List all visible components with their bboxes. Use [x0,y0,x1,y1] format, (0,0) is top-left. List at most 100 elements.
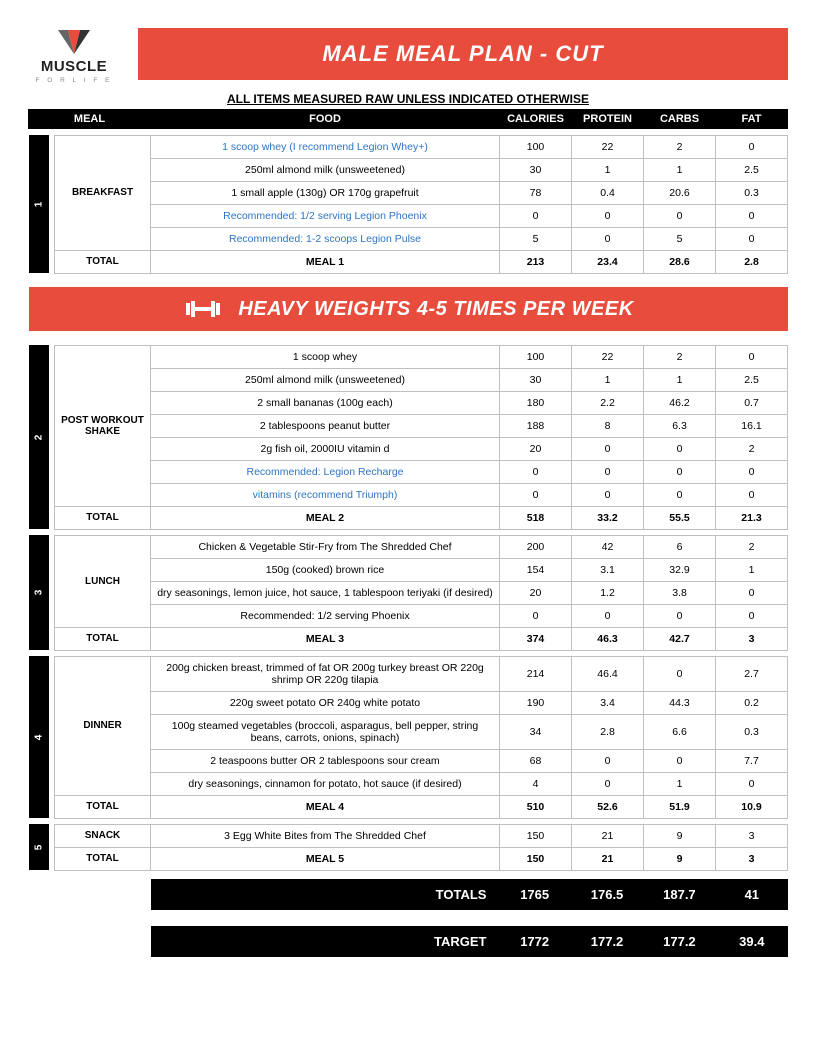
food-row: 4DINNER200g chicken breast, trimmed of f… [29,656,788,691]
meal-name-cell: LUNCH [55,535,151,627]
food-cell: Chicken & Vegetable Stir-Fry from The Sh… [151,535,500,558]
fat-cell: 2 [716,535,788,558]
fat-cell: 0 [716,204,788,227]
carb-cell: 3.8 [644,581,716,604]
cal-cell: 30 [500,368,572,391]
cal-cell: 20 [500,581,572,604]
fat-cell: 0 [716,483,788,506]
meal-name-cell: POST WORKOUT SHAKE [55,345,151,506]
cal-cell: 150 [500,824,572,847]
cal-cell: 0 [500,204,572,227]
target-cal: 1772 [498,926,570,957]
cal-cell: 20 [500,437,572,460]
fat-cell: 2.7 [716,656,788,691]
food-cell: Recommended: 1/2 serving Phoenix [151,604,500,627]
pro-cell: 2.8 [572,714,644,749]
pro-cell: 8 [572,414,644,437]
carb-cell: 0 [644,604,716,627]
total-cal: 374 [500,627,572,650]
fat-cell: 0 [716,227,788,250]
fat-cell: 2.5 [716,368,788,391]
total-carb: 51.9 [644,795,716,818]
totals-label: TOTALS [151,879,499,910]
carb-cell: 2 [644,135,716,158]
meal-total-row: TOTALMEAL 451052.651.910.9 [29,795,788,818]
carb-cell: 32.9 [644,558,716,581]
food-cell: 3 Egg White Bites from The Shredded Chef [151,824,500,847]
carb-cell: 20.6 [644,181,716,204]
meal-name-cell: SNACK [55,824,151,847]
table-header-row: MEAL FOOD CALORIES PROTEIN CARBS FAT [29,109,788,129]
fat-cell: 7.7 [716,749,788,772]
carb-cell: 0 [644,460,716,483]
total-pro: 33.2 [572,506,644,529]
food-cell: 220g sweet potato OR 240g white potato [151,691,500,714]
cal-cell: 188 [500,414,572,437]
pro-cell: 0 [572,204,644,227]
food-cell: 200g chicken breast, trimmed of fat OR 2… [151,656,500,691]
total-meal-name: MEAL 5 [151,847,500,870]
total-carb: 42.7 [644,627,716,650]
totals-cal: 1765 [498,879,570,910]
meal-number-cell: 1 [29,135,49,273]
food-cell: 1 scoop whey [151,345,500,368]
fat-cell: 0.3 [716,181,788,204]
meal-name-cell: DINNER [55,656,151,795]
totals-fat: 41 [716,879,788,910]
food-cell[interactable]: vitamins (recommend Triumph) [151,483,500,506]
fat-cell: 0.3 [716,714,788,749]
fat-cell: 2.5 [716,158,788,181]
fat-cell: 1 [716,558,788,581]
total-meal-name: MEAL 1 [151,250,500,273]
total-fat: 3 [716,847,788,870]
cal-cell: 180 [500,391,572,414]
food-cell[interactable]: Recommended: 1-2 scoops Legion Pulse [151,227,500,250]
header-protein: PROTEIN [572,109,644,129]
grand-totals-table: TOTALS 1765 176.5 187.7 41 TARGET 1772 1… [28,879,788,957]
header-food: FOOD [151,109,500,129]
food-cell: 100g steamed vegetables (broccoli, aspar… [151,714,500,749]
fat-cell: 2 [716,437,788,460]
total-pro: 46.3 [572,627,644,650]
fat-cell: 3 [716,824,788,847]
pro-cell: 0 [572,437,644,460]
food-row: 3LUNCHChicken & Vegetable Stir-Fry from … [29,535,788,558]
target-carb: 177.2 [643,926,715,957]
total-carb: 28.6 [644,250,716,273]
food-cell: 250ml almond milk (unsweetened) [151,368,500,391]
header-calories: CALORIES [500,109,572,129]
workout-banner: HEAVY WEIGHTS 4-5 TIMES PER WEEK [29,287,788,331]
carb-cell: 44.3 [644,691,716,714]
cal-cell: 5 [500,227,572,250]
carb-cell: 6.3 [644,414,716,437]
food-cell[interactable]: 1 scoop whey (I recommend Legion Whey+) [151,135,500,158]
header-carbs: CARBS [644,109,716,129]
total-fat: 3 [716,627,788,650]
food-cell[interactable]: Recommended: 1/2 serving Legion Phoenix [151,204,500,227]
carb-cell: 46.2 [644,391,716,414]
carb-cell: 1 [644,368,716,391]
carb-cell: 5 [644,227,716,250]
cal-cell: 0 [500,483,572,506]
total-label: TOTAL [55,847,151,870]
pro-cell: 0 [572,604,644,627]
total-pro: 21 [572,847,644,870]
fat-cell: 0.7 [716,391,788,414]
totals-carb: 187.7 [643,879,715,910]
barbell-icon [182,300,224,318]
logo-mark-icon [54,28,94,58]
pro-cell: 1.2 [572,581,644,604]
food-row: 1BREAKFAST1 scoop whey (I recommend Legi… [29,135,788,158]
meal-total-row: TOTALMEAL 337446.342.73 [29,627,788,650]
cal-cell: 0 [500,460,572,483]
pro-cell: 42 [572,535,644,558]
total-label: TOTAL [55,795,151,818]
total-carb: 9 [644,847,716,870]
pro-cell: 3.1 [572,558,644,581]
food-row: 5SNACK3 Egg White Bites from The Shredde… [29,824,788,847]
total-label: TOTAL [55,250,151,273]
totals-row: TOTALS 1765 176.5 187.7 41 [28,879,788,910]
food-cell[interactable]: Recommended: Legion Recharge [151,460,500,483]
total-label: TOTAL [55,506,151,529]
cal-cell: 78 [500,181,572,204]
